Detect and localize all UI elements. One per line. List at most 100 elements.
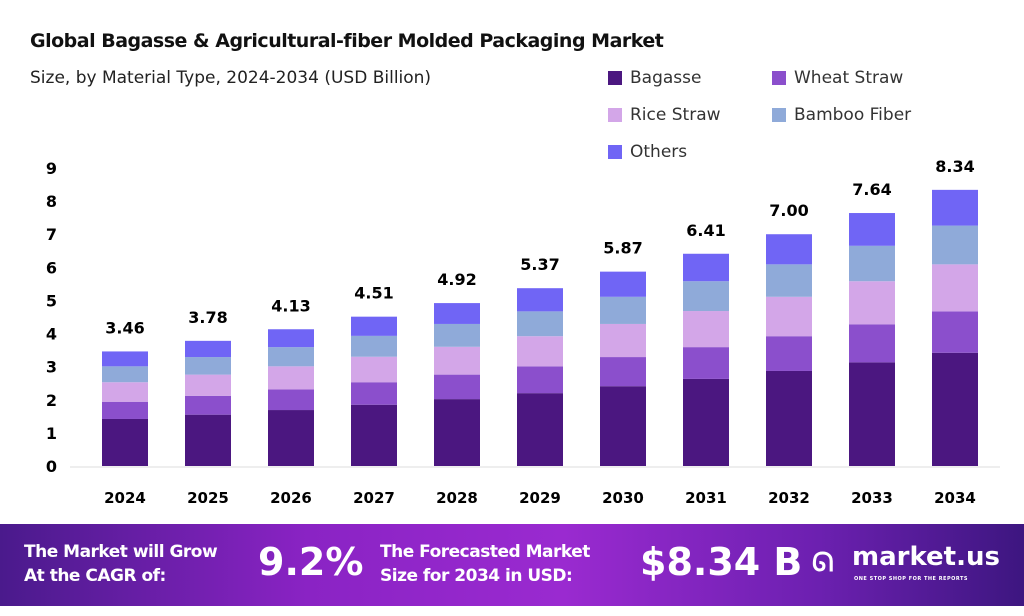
bar-segment-bamboo-fiber xyxy=(766,264,812,297)
total-data-label: 4.92 xyxy=(437,270,476,289)
bar-segment-rice-straw xyxy=(185,374,231,396)
total-data-label: 8.34 xyxy=(935,157,974,176)
total-data-label: 4.51 xyxy=(354,284,393,303)
bar-segment-wheat-straw xyxy=(102,401,148,419)
bar-segment-rice-straw xyxy=(517,336,563,367)
bar-segment-bamboo-fiber xyxy=(351,335,397,357)
x-tick-label: 2029 xyxy=(519,489,561,507)
total-data-label: 3.46 xyxy=(105,318,144,337)
x-tick-label: 2025 xyxy=(187,489,229,507)
bar-segment-rice-straw xyxy=(351,356,397,383)
bar-segment-wheat-straw xyxy=(351,382,397,405)
bar-segment-wheat-straw xyxy=(517,366,563,394)
bar-segment-wheat-straw xyxy=(434,374,480,400)
x-tick-label: 2031 xyxy=(685,489,727,507)
x-tick-label: 2033 xyxy=(851,489,893,507)
y-tick-label: 1 xyxy=(46,424,57,443)
legend-bamboo-fiber: Bamboo Fiber xyxy=(772,105,911,125)
legend-bagasse: Bagasse xyxy=(608,68,701,88)
legend-label: Rice Straw xyxy=(630,105,721,125)
bar-segment-bagasse xyxy=(766,370,812,466)
bar-segment-rice-straw xyxy=(102,382,148,402)
bar-segment-rice-straw xyxy=(932,264,978,312)
x-tick-label: 2024 xyxy=(104,489,146,507)
forecast-value: $8.34 B xyxy=(640,540,803,584)
x-tick-label: 2034 xyxy=(934,489,976,507)
bar-segment-bamboo-fiber xyxy=(849,245,895,282)
bar-segment-bagasse xyxy=(600,386,646,466)
bar-segment-bagasse xyxy=(268,410,314,466)
y-tick-label: 4 xyxy=(46,325,57,344)
bar-segment-bamboo-fiber xyxy=(600,296,646,324)
bar-segment-rice-straw xyxy=(600,323,646,358)
legend-swatch xyxy=(608,108,622,122)
bar-segment-others xyxy=(683,253,729,282)
bar-segment-others xyxy=(600,271,646,297)
brand-name: market.us xyxy=(852,542,1000,572)
y-tick-label: 0 xyxy=(46,457,57,476)
bar-segment-rice-straw xyxy=(849,281,895,325)
total-data-label: 7.00 xyxy=(769,201,808,220)
chart-subtitle: Size, by Material Type, 2024-2034 (USD B… xyxy=(30,68,432,88)
cagr-value: 9.2% xyxy=(258,540,364,584)
bar-segment-others xyxy=(849,213,895,246)
bar-segment-bamboo-fiber xyxy=(434,323,480,347)
bar-segment-others xyxy=(517,288,563,312)
x-tick-label: 2028 xyxy=(436,489,478,507)
y-tick-label: 7 xyxy=(46,225,57,244)
y-tick-label: 5 xyxy=(46,291,57,310)
y-tick-label: 9 xyxy=(46,159,57,178)
bar-segment-bagasse xyxy=(932,352,978,466)
bar-segment-bagasse xyxy=(185,414,231,466)
x-tick-label: 2027 xyxy=(353,489,395,507)
legend-wheat-straw: Wheat Straw xyxy=(772,68,903,88)
total-data-label: 5.37 xyxy=(520,255,559,274)
bar-segment-bagasse xyxy=(102,418,148,466)
total-data-label: 7.64 xyxy=(852,180,891,199)
chart-title: Global Bagasse & Agricultural-fiber Mold… xyxy=(30,30,664,52)
bar-segment-wheat-straw xyxy=(849,324,895,363)
bar-segment-rice-straw xyxy=(268,366,314,390)
bar-segment-bamboo-fiber xyxy=(185,357,231,375)
total-data-label: 3.78 xyxy=(188,308,227,327)
bar-segment-bagasse xyxy=(351,404,397,466)
y-tick-label: 6 xyxy=(46,258,57,277)
total-data-label: 6.41 xyxy=(686,221,725,240)
legend-swatch xyxy=(608,145,622,159)
total-data-label: 5.87 xyxy=(603,239,642,258)
bar-segment-bagasse xyxy=(683,378,729,466)
legend-swatch xyxy=(772,108,786,122)
bar-segment-bagasse xyxy=(849,362,895,466)
bar-segment-bamboo-fiber xyxy=(517,311,563,337)
bar-segment-others xyxy=(351,316,397,336)
legend-label: Wheat Straw xyxy=(794,68,904,88)
bar-segment-others xyxy=(268,329,314,348)
y-tick-label: 3 xyxy=(46,358,57,377)
bar-segment-wheat-straw xyxy=(932,311,978,353)
bar-segment-rice-straw xyxy=(683,311,729,348)
y-tick-label: 2 xyxy=(46,391,57,410)
bar-segment-bamboo-fiber xyxy=(102,366,148,383)
bar-segment-wheat-straw xyxy=(268,389,314,411)
bar-segment-bamboo-fiber xyxy=(932,225,978,265)
bar-segment-others xyxy=(932,189,978,226)
legend-label: Bamboo Fiber xyxy=(794,105,912,125)
x-tick-label: 2026 xyxy=(270,489,312,507)
legend-rice-straw: Rice Straw xyxy=(608,105,721,125)
summary-banner: The Market will Grow At the CAGR of: 9.2%… xyxy=(0,524,1024,606)
bar-segment-others xyxy=(102,351,148,367)
legend-others: Others xyxy=(608,142,687,162)
bar-segment-bagasse xyxy=(434,399,480,466)
legend-label: Others xyxy=(630,142,688,162)
bar-segment-wheat-straw xyxy=(683,347,729,379)
bar-segment-rice-straw xyxy=(766,296,812,337)
forecast-label: The Forecasted Market Size for 2034 in US… xyxy=(380,542,590,586)
bar-segment-others xyxy=(434,303,480,324)
brand-tagline: ONE STOP SHOP FOR THE REPORTS xyxy=(854,576,969,582)
x-tick-label: 2030 xyxy=(602,489,644,507)
legend-swatch xyxy=(608,71,622,85)
bar-segment-bamboo-fiber xyxy=(268,347,314,367)
bar-segment-others xyxy=(766,234,812,265)
cagr-label: The Market will Grow At the CAGR of: xyxy=(24,542,218,586)
bar-segment-others xyxy=(185,340,231,358)
